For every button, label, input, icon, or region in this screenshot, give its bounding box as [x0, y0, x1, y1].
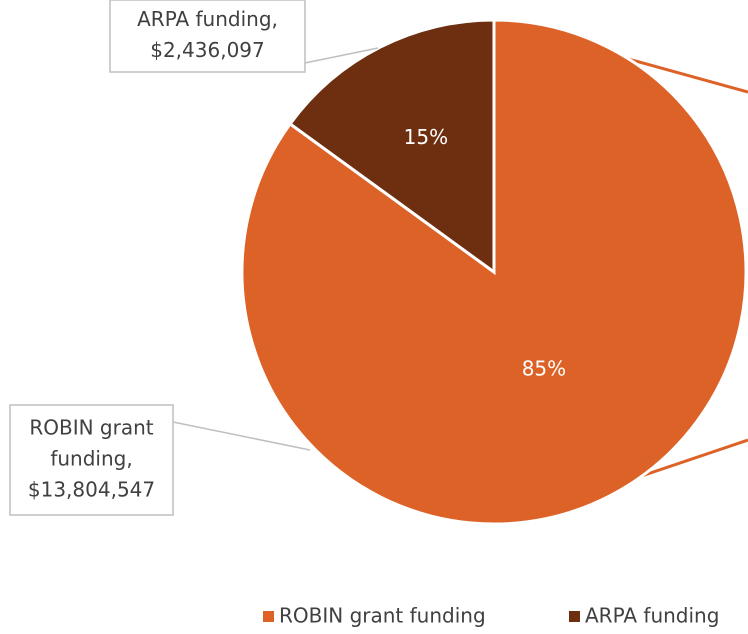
data-label: $2,436,097	[150, 38, 265, 62]
legend-label: ARPA funding	[585, 604, 719, 628]
percent-label: 15%	[404, 125, 448, 149]
legend-label: ROBIN grant funding	[279, 604, 486, 628]
data-label: ROBIN grant	[29, 416, 153, 440]
data-label: funding,	[50, 447, 132, 471]
data-label: $13,804,547	[28, 478, 155, 502]
legend-swatch	[263, 611, 274, 622]
percent-label: 85%	[522, 357, 566, 381]
data-label: ARPA funding,	[137, 7, 278, 31]
callout-box	[9, 404, 174, 516]
callout-leader	[172, 421, 311, 451]
legend-swatch	[569, 611, 580, 622]
callout-leader	[299, 47, 379, 65]
callout-box	[109, 0, 306, 73]
pie-slice	[288, 18, 496, 275]
